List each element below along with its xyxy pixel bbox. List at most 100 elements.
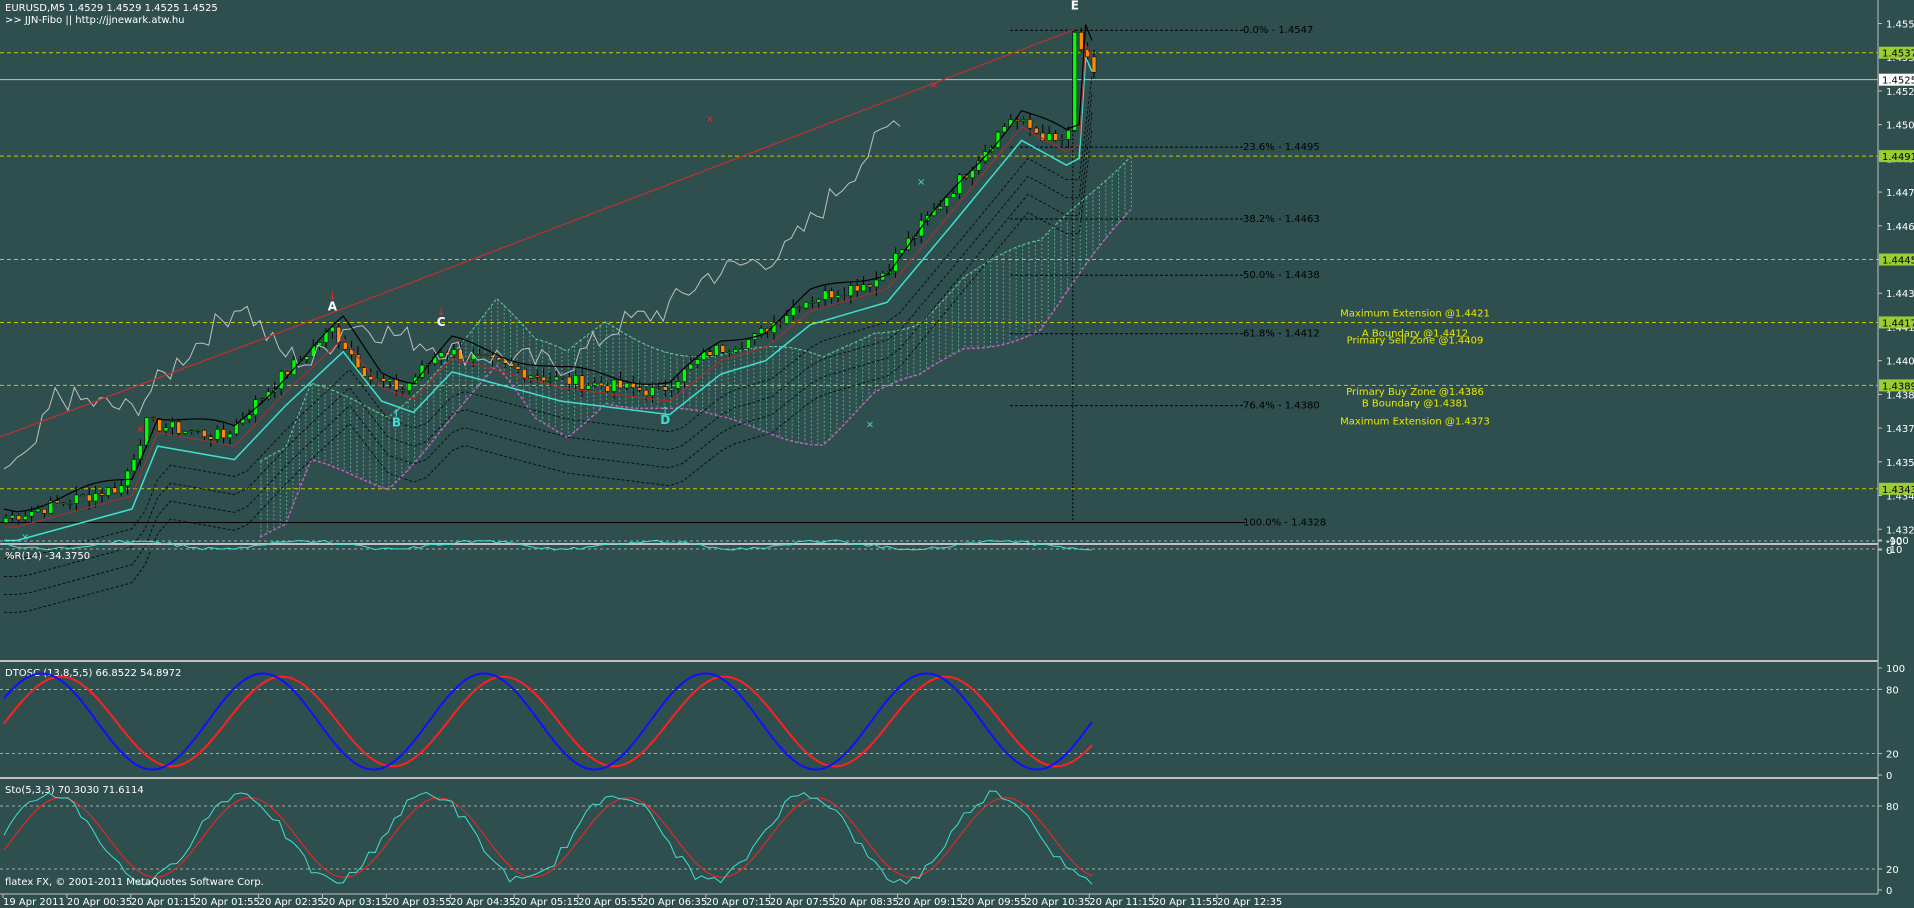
cross-icon: × (866, 420, 874, 431)
candle-body (157, 418, 162, 432)
candle-body (522, 369, 527, 379)
black-line (3, 24, 1093, 513)
candle-body (611, 379, 617, 392)
time-tick-label: 20 Apr 03:55 (386, 897, 451, 908)
candle-body (227, 433, 233, 439)
level-price-box (1879, 253, 1914, 266)
cross-icon: × (930, 80, 938, 91)
candle-body (867, 284, 873, 288)
pane-tick-label: 0 (1886, 771, 1892, 782)
candle-body (387, 379, 393, 382)
candle-body (746, 339, 751, 349)
candle-body (733, 349, 738, 353)
candle-body (515, 366, 521, 370)
arrow-icon: ↓ (328, 291, 336, 302)
candle-body (656, 386, 662, 389)
candle-body (816, 299, 822, 303)
candle-body (477, 354, 482, 356)
candle-body (381, 378, 386, 382)
candle-body (970, 170, 975, 179)
wave-label: A (328, 299, 338, 313)
candle-body (74, 494, 79, 504)
sto-main (3, 790, 1093, 886)
candle-body (944, 197, 950, 207)
candle-body (483, 354, 489, 357)
candle-body (765, 328, 770, 333)
candle-body (810, 301, 815, 304)
candle-body (1059, 139, 1065, 141)
level-price-box (1879, 316, 1914, 329)
fibo-label: 61.8% - 1.4412 (1243, 329, 1320, 340)
trendline-1 (0, 312, 331, 438)
envelope-1 (4, 93, 1093, 577)
candle-body (797, 307, 802, 309)
candle-body (650, 387, 655, 396)
price-overlays (0, 24, 1093, 542)
pane-tick-label: 80 (1886, 685, 1899, 696)
pane-tick-label: 0 (1886, 886, 1892, 897)
candle-body (1078, 32, 1084, 50)
price-tick-label: 1.4340 (1886, 492, 1914, 503)
trendline-2 (330, 29, 1074, 315)
candle-body (35, 508, 41, 513)
zone-label: Maximum Extension @1.4421 (1340, 308, 1490, 319)
candle-body (714, 345, 719, 356)
stochastic-window[interactable]: Sto(5,3,3) 70.3030 71.6114 80 20 0 (0, 785, 1899, 897)
candle-body (726, 351, 732, 354)
candle-body (400, 389, 406, 392)
candle-body (22, 515, 28, 520)
envelope-2 (4, 111, 1093, 595)
candle-body (170, 421, 175, 428)
candle-body (304, 356, 310, 360)
williams-r-window[interactable]: %R(14) -34.3750 0-10-90-100 (0, 536, 1909, 562)
candle-body (259, 398, 265, 400)
zone-label: Primary Sell Zone @1.4409 (1347, 335, 1484, 346)
candle-body (675, 381, 681, 389)
candle-body (182, 431, 188, 434)
candle-body (778, 322, 783, 325)
candle-body (1027, 119, 1033, 129)
candle-body (253, 399, 258, 416)
cross-icon: × (917, 177, 925, 188)
pane-tick-label: -100 (1886, 536, 1909, 547)
candle-body (790, 307, 796, 316)
main-price-window[interactable]: 0.0% - 1.4547 23.6% - 1.4495 38.2% - 1.446… (0, 0, 1878, 613)
candle-body (355, 354, 361, 368)
dtosc-window[interactable]: DTOSC (13,8,5,5) 66.8522 54.8972 100 80 20… (0, 664, 1905, 782)
time-tick-label: 20 Apr 12:35 (1217, 897, 1282, 908)
pane-tick-label: 20 (1886, 750, 1899, 761)
time-tick-label: 19 Apr 2011 (3, 897, 65, 908)
candle-body (874, 279, 879, 288)
time-tick-label: 20 Apr 09:15 (898, 897, 963, 908)
candle-body (598, 382, 604, 387)
candle-body (842, 295, 847, 297)
candle-body (394, 379, 399, 391)
candle-body (202, 430, 207, 437)
candle-body (573, 375, 578, 385)
candle-body (784, 315, 790, 324)
candle-body (822, 290, 828, 300)
candle-body (496, 357, 502, 361)
candle-body (950, 193, 956, 198)
candle-body (618, 379, 623, 389)
cloud-span-a (259, 156, 1131, 462)
candle-body (29, 511, 34, 517)
time-tick-label: 20 Apr 05:55 (578, 897, 643, 908)
candle-body (1072, 32, 1078, 131)
candle-body (739, 348, 745, 350)
candle-body (682, 368, 687, 382)
zone-labels: Maximum Extension @1.4421 A Boundary @1.4… (1340, 308, 1490, 427)
level-price-box (1879, 46, 1914, 59)
price-tick-label: 1.4460 (1886, 222, 1914, 233)
candle-body (112, 487, 118, 494)
price-tick-label: 1.4505 (1886, 121, 1914, 132)
candle-body (624, 382, 630, 389)
candle-body (541, 376, 546, 382)
time-tick-label: 20 Apr 11:55 (1153, 897, 1218, 908)
time-tick-label: 20 Apr 06:35 (642, 897, 707, 908)
candle-body (938, 206, 943, 210)
candle-body (662, 386, 668, 391)
candle-body (150, 417, 156, 419)
